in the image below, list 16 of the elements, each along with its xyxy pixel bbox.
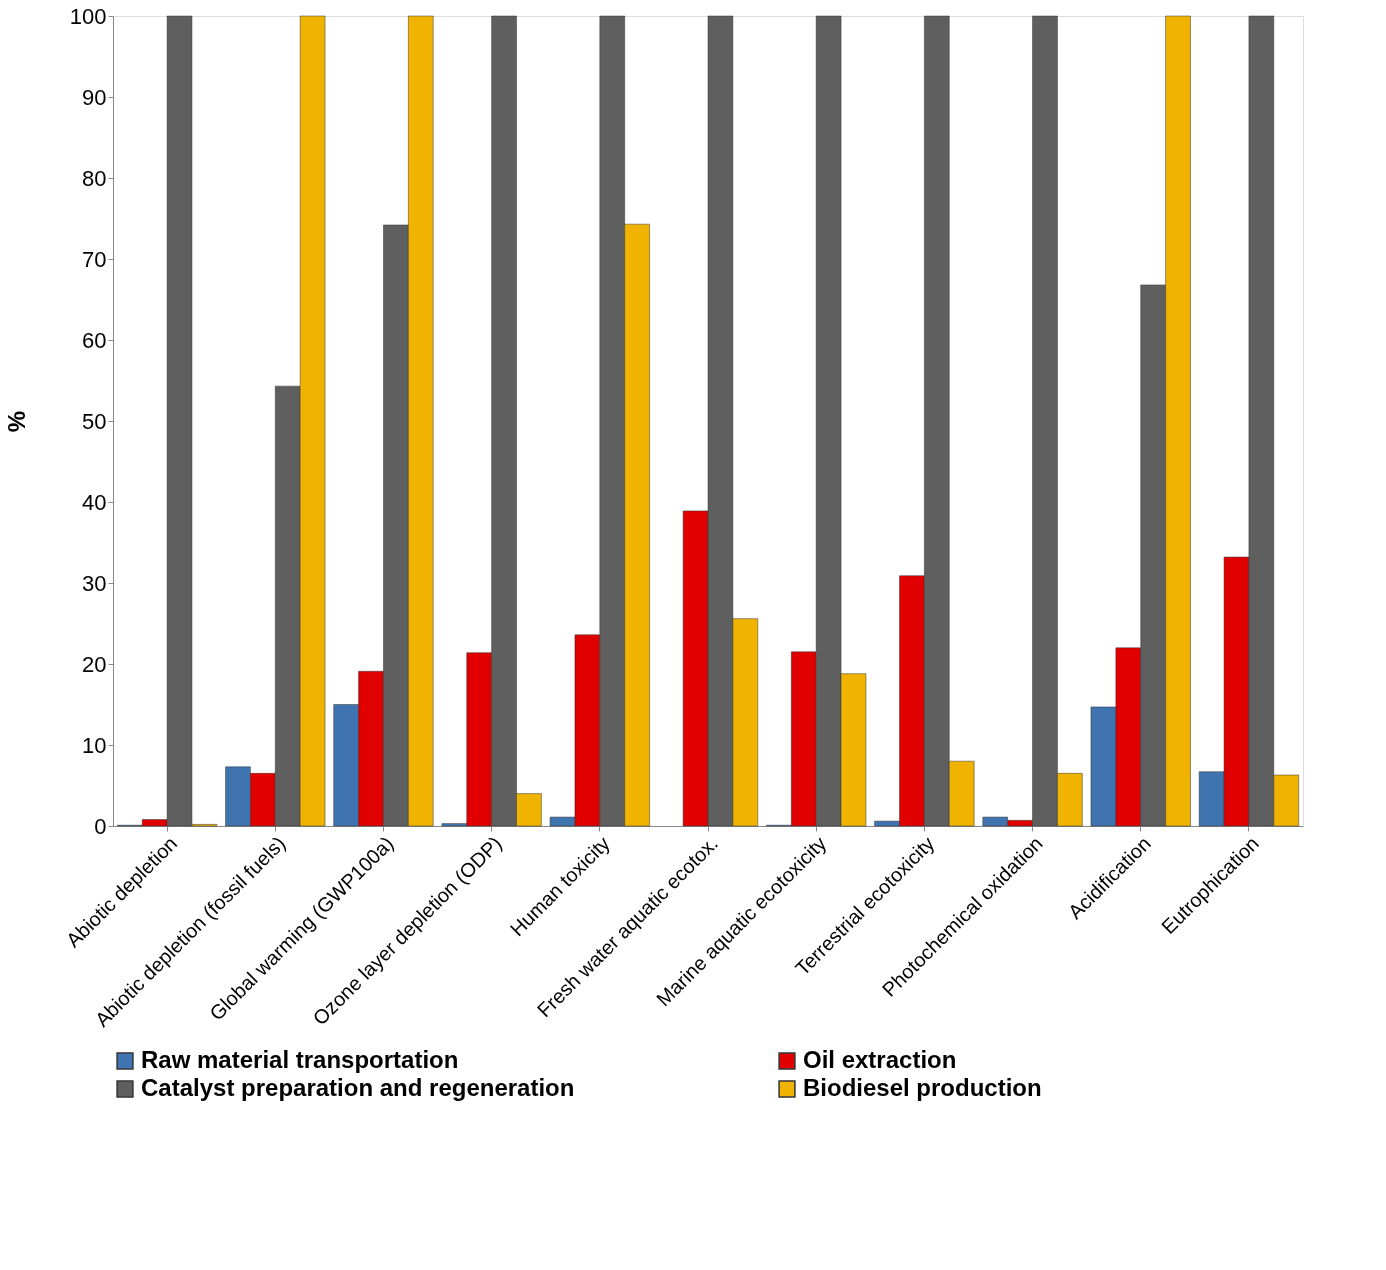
- y-tick-label: 60: [82, 327, 107, 353]
- y-tick-label: 10: [82, 732, 107, 758]
- y-tick-label: 90: [82, 84, 107, 110]
- legend-label: Oil extraction: [803, 1046, 957, 1073]
- y-tick-label: 40: [82, 489, 107, 515]
- legend-label: Catalyst preparation and regeneration: [141, 1074, 575, 1101]
- legend-label: Biodiesel production: [803, 1074, 1042, 1101]
- y-axis-title: %: [2, 410, 30, 433]
- y-tick-label: 30: [82, 570, 107, 596]
- y-tick-label: 80: [82, 165, 107, 191]
- y-tick-label: 50: [82, 408, 107, 434]
- y-tick-label: 0: [94, 813, 107, 839]
- legend-label: Raw material transportation: [141, 1046, 459, 1073]
- y-tick-label: 20: [82, 651, 107, 677]
- y-tick-label: 70: [82, 246, 107, 272]
- y-tick-label: 100: [69, 3, 107, 29]
